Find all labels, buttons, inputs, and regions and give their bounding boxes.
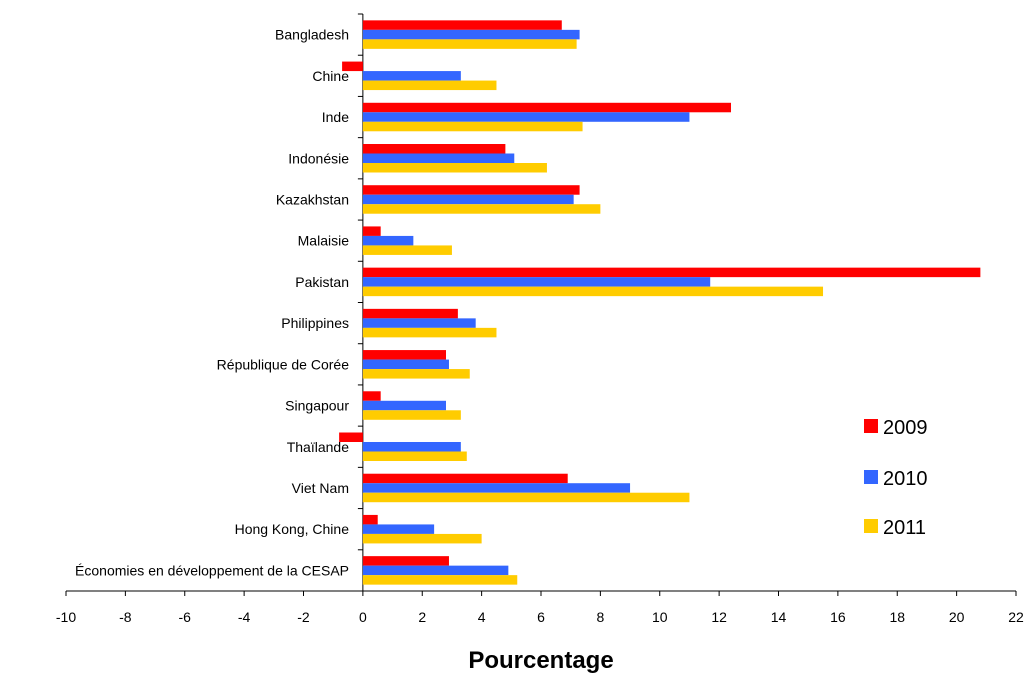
x-tick-label: 0 [359, 609, 367, 625]
x-tick-label: -8 [119, 609, 132, 625]
category-label: Indonésie [288, 150, 349, 166]
bar-2009-7 [362, 267, 981, 278]
bar-2009-11 [339, 432, 363, 442]
category-label: Thaïlande [287, 439, 349, 455]
x-tick-label: 12 [711, 609, 727, 625]
x-tick-label: 16 [830, 609, 846, 625]
legend-swatch-2011 [864, 519, 878, 533]
bar-2009-13 [362, 514, 378, 525]
x-tick-label: 2 [418, 609, 426, 625]
bar-2010-12 [362, 483, 631, 493]
bar-2010-10 [362, 400, 446, 411]
bar-2011-14 [362, 575, 518, 585]
category-labels: Bangladesh Chine Inde Indonésie Kazakhstan Ma… [75, 27, 349, 579]
x-tick-label: 10 [652, 609, 668, 625]
bar-2011-12 [362, 492, 690, 503]
bar-2010-4 [362, 153, 515, 163]
x-tick-label: 20 [949, 609, 965, 625]
category-label: Pakistan [295, 274, 349, 290]
bar-2009-4 [362, 144, 506, 154]
x-tick-label: 22 [1008, 609, 1024, 625]
legend-label-2010: 2010 [883, 468, 928, 490]
category-label: Viet Nam [292, 480, 349, 496]
x-tick-label: 8 [596, 609, 604, 625]
bar-2010-14 [362, 565, 509, 576]
bar-2009-6 [362, 226, 381, 236]
bar-2009-9 [362, 350, 446, 360]
bar-2010-9 [362, 359, 449, 370]
bar-2010-5 [362, 194, 574, 205]
x-tick-label: -4 [238, 609, 251, 625]
bar-2009-10 [362, 391, 381, 401]
chart-axes [65, 13, 1017, 596]
bar-2009-5 [362, 185, 580, 195]
x-tick-label: 18 [889, 609, 905, 625]
bar-2009-2 [342, 61, 363, 72]
legend-swatch-2009 [864, 419, 878, 433]
category-label: Économies en développement de la CESAP [75, 562, 349, 578]
category-label: Chine [312, 68, 349, 84]
category-label: Kazakhstan [276, 191, 349, 207]
x-tick-label: -10 [56, 609, 76, 625]
legend-label-2009: 2009 [883, 417, 928, 439]
bar-2009-1 [362, 20, 562, 30]
category-label: Malaisie [298, 233, 350, 249]
legend-label-2011: 2011 [883, 517, 926, 539]
bar-2009-8 [362, 308, 458, 319]
bar-2011-8 [362, 327, 497, 338]
bar-2011-3 [362, 121, 583, 132]
bar-2011-7 [362, 286, 824, 297]
bar-2009-3 [362, 102, 731, 113]
x-tick-labels: -10 -8 -6 -4 -2 0 2 4 6 8 10 12 14 16 18 20 22 [56, 609, 1024, 625]
legend: 2009 2010 2011 [864, 417, 928, 539]
x-axis-title: Pourcentage [468, 647, 613, 674]
bar-2011-9 [362, 369, 470, 379]
x-tick-label: 4 [478, 609, 486, 625]
bar-2010-1 [362, 29, 580, 40]
category-label: République de Corée [217, 356, 350, 372]
category-label: Singapour [285, 398, 349, 414]
bar-2011-5 [362, 204, 601, 214]
bar-2011-1 [362, 39, 577, 49]
x-tick-label: -2 [297, 609, 310, 625]
bar-2010-7 [362, 277, 711, 287]
bar-2011-2 [362, 80, 497, 91]
bar-2011-11 [362, 451, 467, 461]
bar-2011-6 [362, 245, 452, 255]
bar-2010-6 [362, 235, 414, 246]
category-label: Bangladesh [275, 27, 349, 43]
bar-2011-13 [362, 533, 482, 544]
bar-2010-11 [362, 442, 461, 452]
chart-bars [339, 20, 981, 585]
category-label: Inde [322, 109, 349, 125]
bar-2010-3 [362, 112, 690, 122]
x-tick-label: 14 [771, 609, 787, 625]
x-tick-label: 6 [537, 609, 545, 625]
x-tick-label: -6 [179, 609, 192, 625]
bar-2009-12 [362, 473, 568, 484]
bar-2010-13 [362, 524, 435, 534]
bar-2009-14 [362, 556, 449, 566]
bar-2010-8 [362, 318, 476, 328]
bar-2011-10 [362, 410, 461, 420]
category-label: Hong Kong, Chine [235, 521, 350, 537]
bar-2011-4 [362, 163, 547, 173]
legend-swatch-2010 [864, 470, 878, 484]
bar-2010-2 [362, 71, 461, 81]
category-label: Philippines [281, 315, 349, 331]
